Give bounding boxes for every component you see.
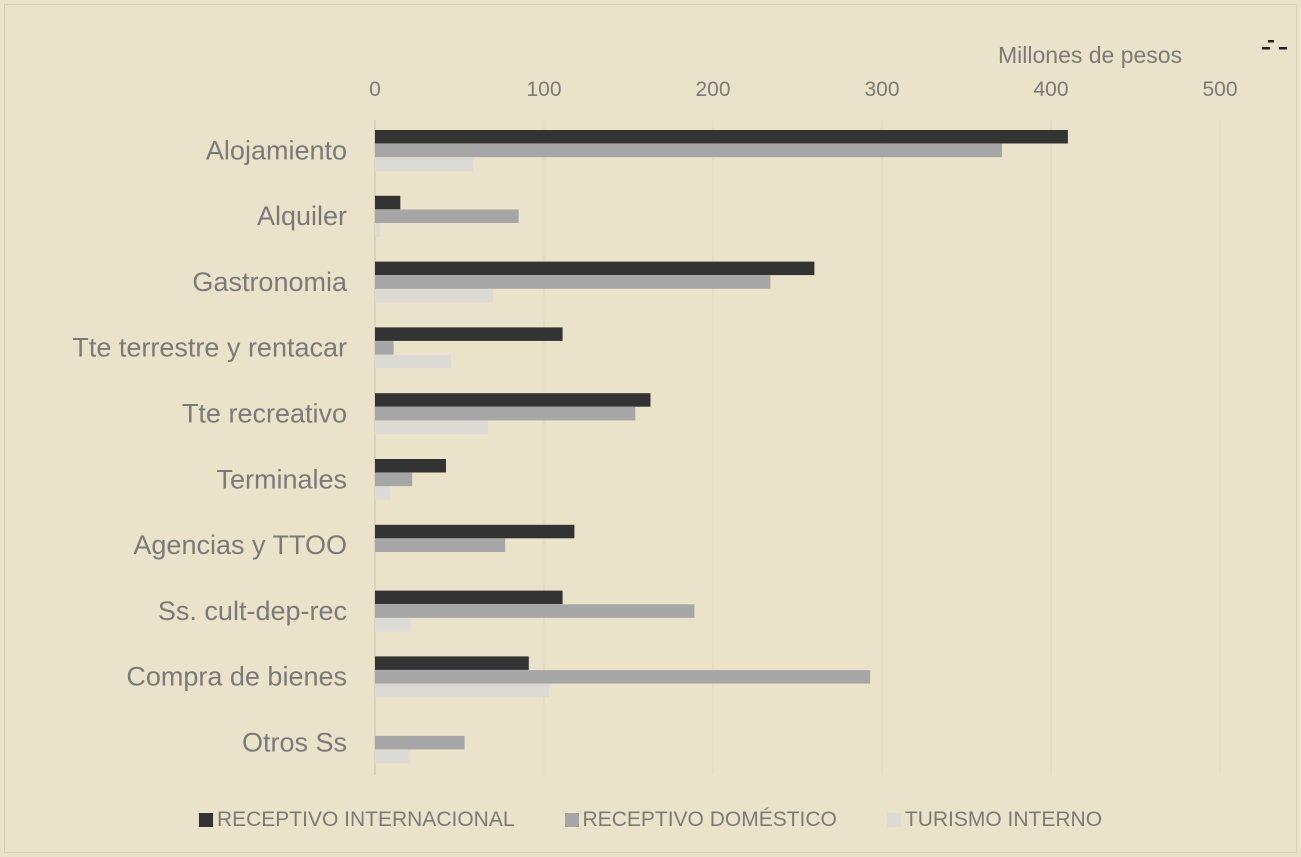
legend-label: RECEPTIVO INTERNACIONAL <box>216 808 515 831</box>
bar-domestico <box>375 538 506 552</box>
legend-swatch <box>198 813 213 827</box>
x-tick-label: 0 <box>369 78 381 101</box>
category-label: Ss. cult-dep-rec <box>158 596 347 626</box>
category-label: Tte terrestre y rentacar <box>72 333 347 363</box>
bar-domestico <box>375 472 413 487</box>
legend-label: RECEPTIVO DOMÉSTICO <box>582 808 837 831</box>
x-tick-label: 200 <box>695 78 730 101</box>
legend-item-internacional: RECEPTIVO INTERNACIONAL <box>198 808 515 832</box>
legend-label: TURISMO INTERNO <box>904 808 1103 831</box>
bar-domestico <box>375 209 519 223</box>
bar-domestico <box>375 735 465 750</box>
bar-domestico <box>375 341 394 355</box>
legend-swatch <box>886 813 901 827</box>
x-tick-label: 300 <box>864 78 899 101</box>
bar-interno <box>375 223 381 237</box>
category-label: Agencias y TTOO <box>133 530 347 560</box>
category-label: Terminales <box>216 464 347 494</box>
bar-internacional <box>375 590 563 605</box>
bar-interno <box>375 486 391 500</box>
bar-internacional <box>375 656 529 670</box>
bars <box>375 130 1068 764</box>
category-label: Alojamiento <box>206 135 347 165</box>
x-axis-title: Millones de pesos <box>998 42 1183 68</box>
category-label: Compra de bienes <box>126 662 347 692</box>
category-labels: Alojamiento Alquiler Gastronomia Tte terres… <box>72 135 348 757</box>
bar-domestico <box>375 604 695 618</box>
bar-internacional <box>375 393 651 407</box>
category-label: Tte recreativo <box>182 398 347 428</box>
legend-item-domestico: RECEPTIVO DOMÉSTICO <box>564 808 837 832</box>
x-tick-label: 400 <box>1033 78 1068 101</box>
bar-domestico <box>375 143 1002 158</box>
legend: RECEPTIVO INTERNACIONAL RECEPTIVO DOMÉST… <box>0 808 1301 832</box>
legend-item-interno: TURISMO INTERNO <box>886 808 1103 832</box>
legend-swatch <box>564 813 579 827</box>
x-tick-labels: 0 100 200 300 400 500 <box>369 78 1237 101</box>
bar-internacional <box>375 327 563 341</box>
bar-internacional <box>375 261 815 276</box>
bar-internacional <box>375 195 401 210</box>
bar-internacional <box>375 524 575 539</box>
bar-domestico <box>375 275 771 289</box>
bar-domestico <box>375 670 871 684</box>
bar-interno <box>375 354 452 369</box>
bar-interno <box>375 420 489 435</box>
category-label: Alquiler <box>257 201 347 231</box>
bar-internacional <box>375 459 446 473</box>
chart-options-icon[interactable] <box>1262 38 1290 54</box>
bar-interno <box>375 157 474 171</box>
category-label: Otros Ss <box>242 727 347 757</box>
bar-interno <box>375 683 550 698</box>
bar-internacional <box>375 130 1068 144</box>
x-tick-label: 500 <box>1202 78 1237 101</box>
x-tick-label: 100 <box>526 78 561 101</box>
category-label: Gastronomia <box>192 267 348 297</box>
bar-interno <box>375 749 409 764</box>
bar-domestico <box>375 406 636 421</box>
bar-interno <box>375 289 494 303</box>
bar-interno <box>375 618 411 632</box>
